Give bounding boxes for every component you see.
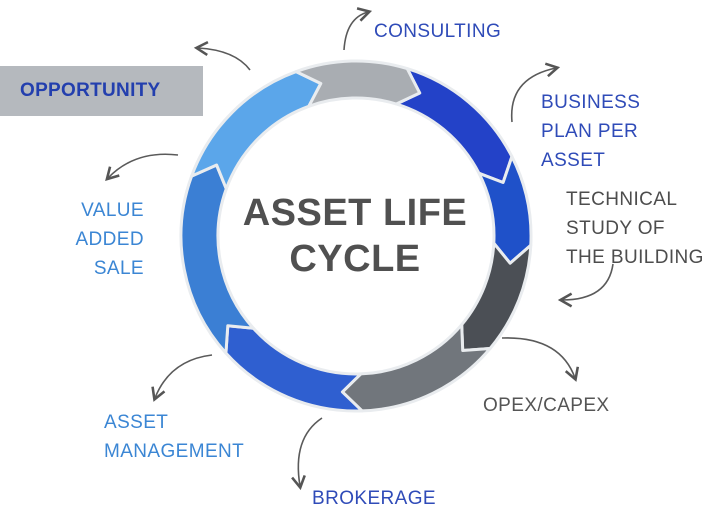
opportunity-label: OPPORTUNITY — [20, 80, 161, 101]
arrow-consulting — [343, 7, 373, 51]
ring-center — [220, 100, 492, 372]
arrow-brokerage — [291, 417, 323, 491]
stage-label-brokerage: BROKERAGE — [312, 488, 436, 509]
stage-label-opex-capex: OPEX/CAPEX — [483, 395, 610, 416]
ring-segment-opportunity — [294, 59, 422, 108]
arrow-business-plan — [510, 62, 561, 123]
stage-label-value-added-sale: VALUE ADDED SALE — [75, 200, 144, 279]
opportunity-box: OPPORTUNITY — [0, 66, 203, 116]
arrow-opex-capex — [501, 337, 580, 382]
stage-label-technical-study: TECHNICAL STUDY OF THE BUILDING — [566, 189, 704, 268]
stage-label-business-plan: BUSINESS PLAN PER ASSET — [541, 92, 641, 171]
center-title: ASSET LIFE CYCLE — [242, 192, 468, 280]
stage-label-asset-management: ASSET MANAGEMENT — [104, 412, 245, 462]
arrow-technical-study — [557, 263, 614, 308]
arrow-value-added-sale — [105, 153, 179, 182]
arrow-asset-management — [151, 354, 213, 402]
stage-label-consulting: CONSULTING — [374, 21, 502, 42]
arrow-opportunity — [193, 40, 251, 71]
